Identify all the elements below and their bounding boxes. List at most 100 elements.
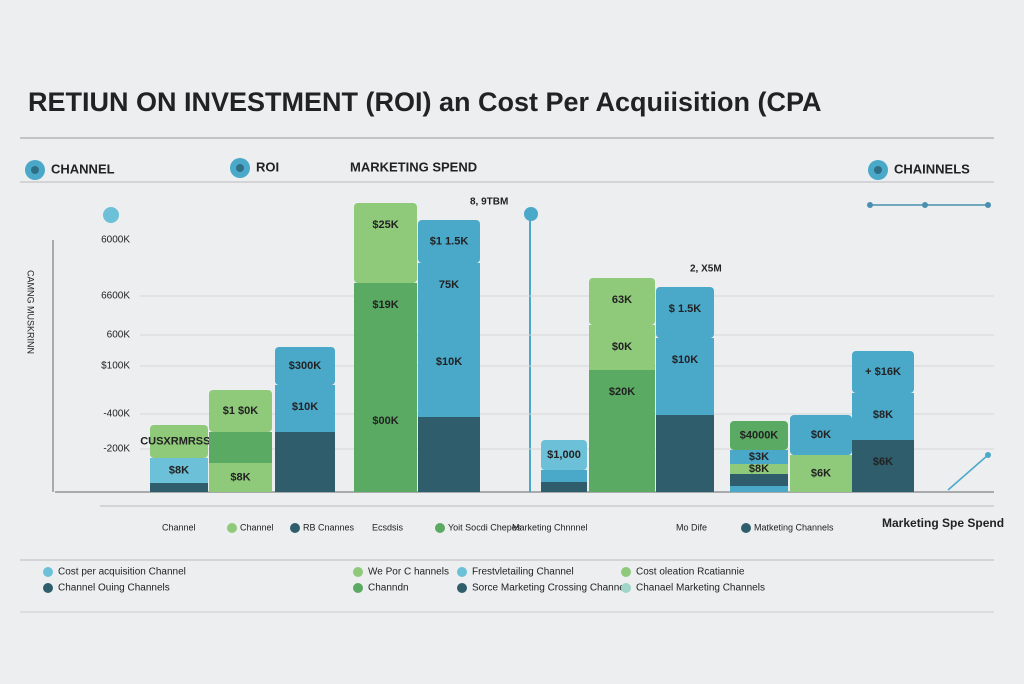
bar-label: $00K [372, 415, 398, 427]
x-label: Channel [162, 522, 196, 532]
legend-label: MARKETING SPEND [350, 159, 477, 174]
bar-segment [589, 370, 655, 492]
legend-dot-inner [31, 166, 39, 174]
marker [103, 207, 119, 223]
legend-label: Cost oleation Rcatiannie [636, 567, 745, 578]
bar-segment [354, 399, 417, 492]
bar-label: 63K [612, 294, 632, 306]
bar-label: $10K [436, 356, 462, 368]
legend-label: We Por C hannels [368, 567, 449, 578]
bar-segment [150, 458, 208, 483]
bar-segment [418, 220, 480, 263]
legend-label: Channel Ouing Channels [58, 583, 170, 594]
bar-segment [541, 470, 587, 482]
bar-segment [354, 203, 417, 283]
legend-dot [353, 567, 363, 577]
legend-dot-inner [874, 166, 882, 174]
bar-label: CUSXRMRSSS [140, 435, 218, 447]
bar-segment [209, 463, 272, 492]
legend-dot [43, 567, 53, 577]
legend-label: CHAINNELS [894, 161, 970, 176]
bar-label: $8K [873, 409, 893, 421]
x-label-dot [290, 523, 300, 533]
y-label: -200K [103, 444, 130, 455]
annotation: 2, X5M [690, 264, 722, 275]
legend-dot [353, 583, 363, 593]
bar-label: $8K [230, 471, 250, 483]
trend-line [947, 454, 989, 491]
x-label: Matketing Channels [754, 522, 834, 532]
bar-label: + $16K [865, 366, 901, 378]
bar-label: 75K [439, 279, 459, 291]
bar-label: $10K [292, 401, 318, 413]
bar-label: $300K [289, 360, 321, 372]
x-label-dot [741, 523, 751, 533]
bar-segment [790, 455, 852, 492]
legend-label: ROI [256, 159, 279, 174]
x-label-dot [227, 523, 237, 533]
annotation: 8, 9TBM [470, 197, 508, 208]
bar-label: $0K [612, 341, 632, 353]
bar-segment [541, 440, 587, 470]
x-label: Ecsdsis [372, 522, 404, 532]
legend-label: Cost per acquisition Channel [58, 567, 186, 578]
bar-segment [209, 390, 272, 432]
bar-segment [418, 417, 480, 492]
bar-label: $ 1.5K [669, 303, 701, 315]
legend-label: Channdn [368, 583, 409, 594]
bar-label: $10K [672, 354, 698, 366]
bar-segment [209, 432, 272, 463]
bar-segment [275, 347, 335, 385]
bar-segment [418, 340, 480, 417]
bar-label: $6K [811, 467, 831, 479]
bar-label: $19K [372, 299, 398, 311]
bar-label: $4000K [740, 429, 779, 441]
bar-label: $25K [372, 219, 398, 231]
bar-segment [730, 450, 788, 464]
bar-segment [589, 325, 655, 370]
bar-segment [790, 415, 852, 455]
x-label-dot [435, 523, 445, 533]
bar-label: $1 1.5K [430, 235, 469, 247]
y-axis-title: CAMNG MUSKRINN [26, 270, 36, 354]
bar-segment [730, 486, 788, 492]
bar-segment [852, 440, 914, 492]
legend-dot [457, 583, 467, 593]
bar-label: $20K [609, 386, 635, 398]
bar-segment [730, 474, 788, 486]
bar-label: $8K [169, 464, 189, 476]
y-label: -400K [103, 409, 130, 420]
title: RETIUN ON INVESTMENT (ROI) an Cost Per A… [28, 87, 822, 117]
y-label: $100K [101, 361, 130, 372]
y-label: 6600K [101, 291, 130, 302]
legend-dot-inner [236, 164, 244, 172]
legend-dot [457, 567, 467, 577]
legend-label: Sorce Marketing Crossing Channel [472, 583, 627, 594]
bar-segment [730, 421, 788, 450]
dot [985, 452, 991, 458]
bar-segment [275, 385, 335, 432]
bar-segment [656, 415, 714, 492]
bar-label: $6K [873, 456, 893, 468]
x-label: Channel [240, 522, 274, 532]
bar-label: $1 $0K [223, 405, 259, 417]
x-label: Marketing Chnnnel [512, 522, 588, 532]
bar-label: $1,000 [547, 449, 581, 461]
bar-segment [541, 482, 587, 492]
bar-segment [275, 432, 335, 492]
bar-segment [730, 464, 788, 474]
legend-dot [621, 567, 631, 577]
x-axis-title: Marketing Spe Spend [882, 516, 1004, 530]
marker [524, 207, 538, 221]
bar-segment [589, 278, 655, 325]
x-label: Mo Dife [676, 522, 707, 532]
bar-segment [656, 287, 714, 338]
dot [922, 202, 928, 208]
y-label: 600K [107, 330, 131, 341]
bar-segment [150, 425, 208, 458]
legend-label: CHANNEL [51, 161, 115, 176]
bar-segment [150, 483, 208, 492]
y-label: 6000K [101, 235, 130, 246]
